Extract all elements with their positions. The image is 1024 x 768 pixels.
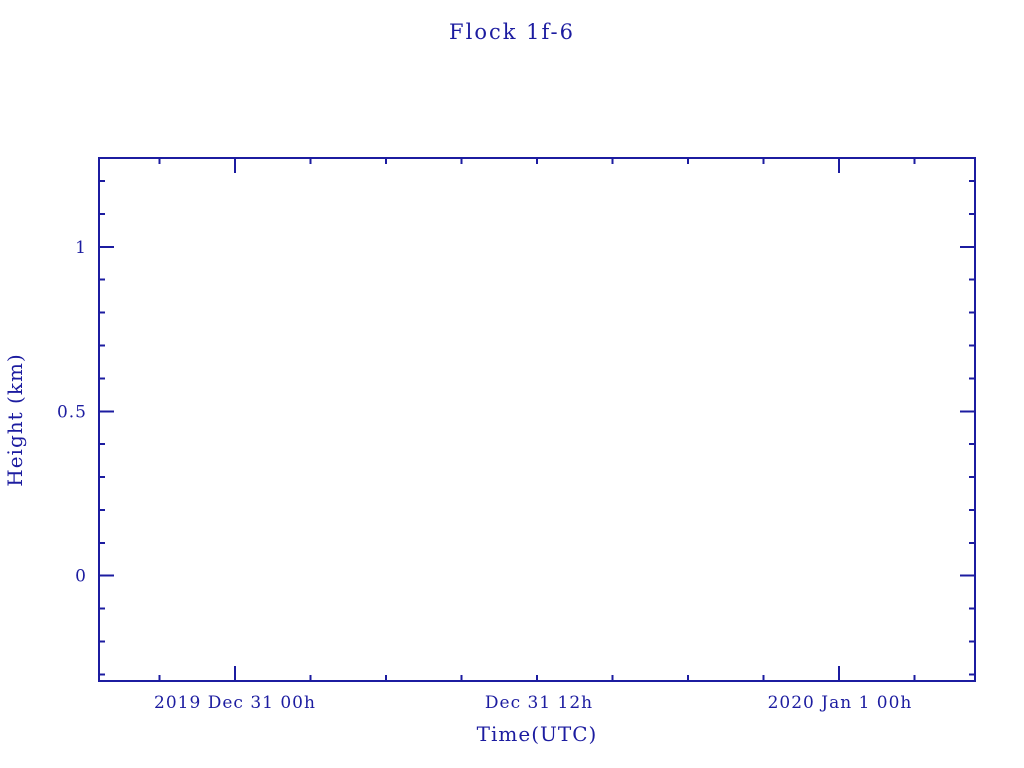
y-tick-label: 0.5 xyxy=(57,402,87,422)
y-axis-ticks-right xyxy=(960,180,975,676)
x-tick-label: 2020 Jan 1 00h xyxy=(768,693,913,713)
x-axis-ticks-top xyxy=(158,158,916,173)
chart-title: Flock 1f-6 xyxy=(449,20,575,44)
x-axis-ticks-bottom xyxy=(158,666,916,681)
y-axis-tick-labels: 00.51 xyxy=(57,238,87,587)
y-tick-label: 0 xyxy=(75,567,87,587)
y-tick-label: 1 xyxy=(75,238,87,258)
x-tick-label: 2019 Dec 31 00h xyxy=(154,693,316,713)
x-axis-title: Time(UTC) xyxy=(477,722,598,746)
y-axis-ticks-left xyxy=(99,180,114,676)
x-tick-label: Dec 31 12h xyxy=(485,693,593,713)
x-axis-tick-labels: 2019 Dec 31 00h Dec 31 12h 2020 Jan 1 00h xyxy=(154,693,913,713)
plot-frame xyxy=(98,157,976,682)
y-axis-title: Height (km) xyxy=(3,353,27,486)
